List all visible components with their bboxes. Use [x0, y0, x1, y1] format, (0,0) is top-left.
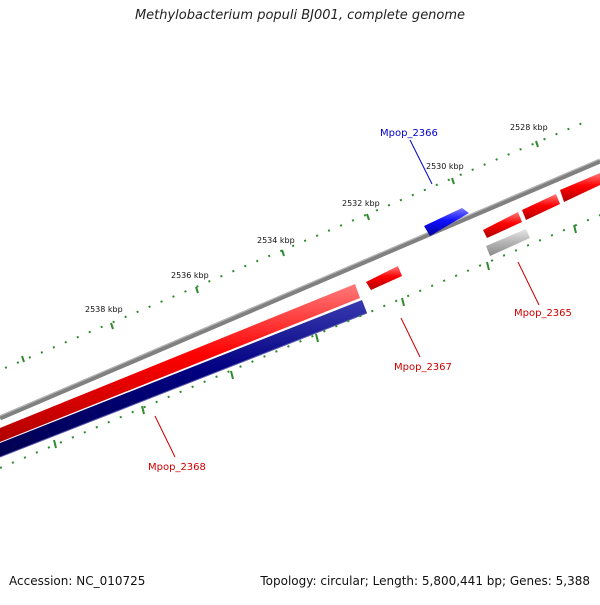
- inner-tick-4: [315, 333, 319, 343]
- leader-mpop-2367: [400, 317, 421, 358]
- gene-labels: Mpop_2366 Mpop_2365 Mpop_2367 Mpop_2368: [148, 128, 572, 473]
- inner-tick-3: [230, 370, 234, 380]
- gene-arrow-right-3: [560, 173, 600, 202]
- tick-2536: [195, 286, 199, 294]
- inner-major-ticks: [53, 224, 577, 449]
- inner-tick-1: [53, 439, 57, 449]
- scale-label-2534: 2534 kbp: [257, 236, 295, 245]
- gene-arrow-right-2: [522, 194, 560, 220]
- scale-label-2532: 2532 kbp: [342, 199, 380, 208]
- gene-bar-long-red: [0, 284, 360, 442]
- genome-summary-text: Topology: circular; Length: 5,800,441 bp…: [260, 574, 590, 588]
- scale-labels: 2528 kbp 2530 kbp 2532 kbp 2534 kbp 2536…: [85, 123, 548, 314]
- gene-bar-long-navy: [0, 300, 367, 457]
- inner-scale-arc: [0, 214, 600, 469]
- leader-mpop-2368: [154, 415, 176, 458]
- inner-tick-7: [573, 224, 577, 234]
- map-title: Methylobacterium populi BJ001, complete …: [134, 8, 466, 23]
- navy-bar-edge: [0, 312, 368, 458]
- gene-arrow-mpop-2367: [366, 266, 402, 290]
- gene-label-mpop-2365[interactable]: Mpop_2365: [514, 308, 572, 319]
- gene-arrow-mpop-2365: [486, 229, 530, 256]
- gene-label-mpop-2366[interactable]: Mpop_2366: [380, 128, 438, 139]
- accession-text: Accession: NC_010725: [9, 574, 146, 588]
- gene-label-mpop-2367[interactable]: Mpop_2367: [394, 362, 452, 373]
- backbone: [0, 158, 600, 421]
- scale-label-2530: 2530 kbp: [426, 162, 464, 171]
- inner-tick-5: [401, 297, 405, 307]
- gene-arrow-right-1: [483, 212, 522, 238]
- gene-arrow-mpop-2366: [424, 208, 469, 236]
- scale-label-2538: 2538 kbp: [85, 305, 123, 314]
- inner-tick-6: [486, 261, 490, 271]
- tick-2528: [535, 140, 539, 148]
- scale-label-2528: 2528 kbp: [510, 123, 548, 132]
- tick-2538: [110, 322, 114, 330]
- tick-2540: [21, 355, 25, 363]
- leader-lines: [154, 139, 540, 458]
- scale-label-2536: 2536 kbp: [171, 271, 209, 280]
- tick-2532: [366, 213, 370, 221]
- gene-label-mpop-2368[interactable]: Mpop_2368: [148, 462, 206, 473]
- leader-mpop-2365: [517, 261, 540, 306]
- outer-scale-arc: [4, 121, 586, 369]
- tick-2530: [451, 177, 455, 185]
- outer-major-ticks: [21, 140, 539, 363]
- backbone-highlight: [0, 158, 600, 417]
- tick-2534: [281, 249, 285, 257]
- inner-tick-2: [141, 405, 145, 415]
- leader-mpop-2366: [409, 139, 433, 185]
